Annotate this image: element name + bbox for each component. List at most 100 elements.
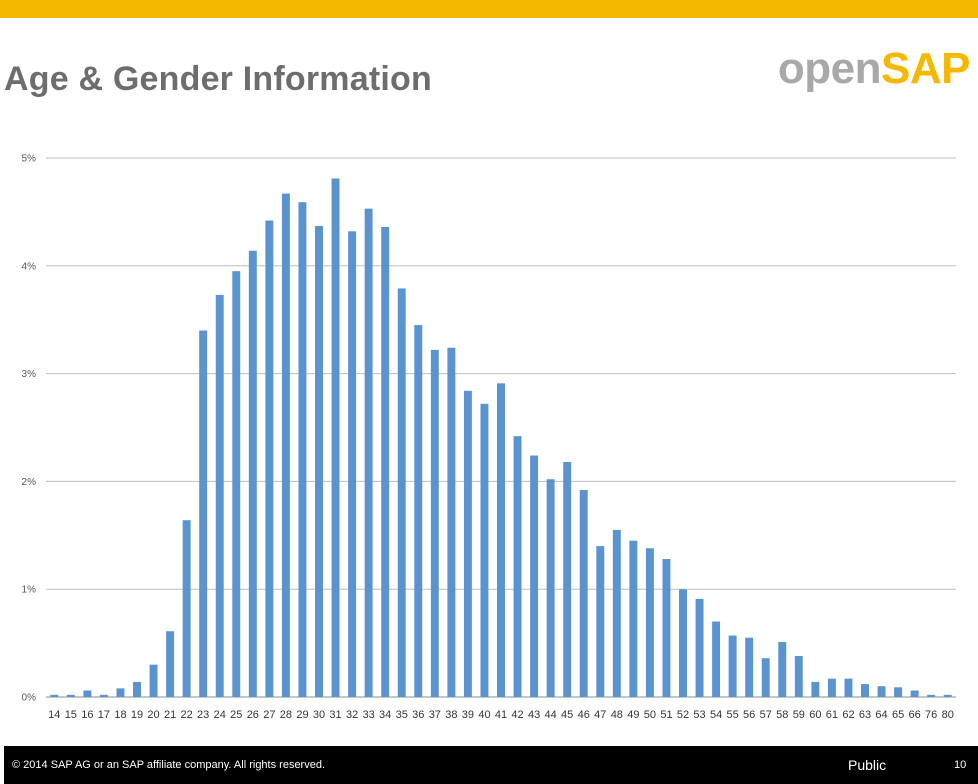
x-tick-label: 30	[313, 709, 325, 721]
x-tick-label: 49	[627, 709, 639, 721]
logo-sap-text: SAP	[881, 44, 970, 93]
bar-age-17	[99, 694, 108, 697]
x-tick-label: 53	[693, 709, 705, 721]
x-tick-label: 43	[528, 709, 540, 721]
bar-age-15	[66, 694, 75, 697]
bar-age-46	[579, 490, 588, 697]
x-tick-label: 16	[81, 709, 93, 721]
bar-age-21	[166, 631, 175, 697]
bar-age-51	[662, 559, 671, 697]
x-tick-label: 19	[131, 709, 143, 721]
x-tick-label: 31	[329, 709, 341, 721]
x-tick-label: 80	[942, 709, 954, 721]
x-tick-label: 42	[511, 709, 523, 721]
bar-age-43	[530, 455, 539, 697]
x-tick-label: 15	[65, 709, 77, 721]
bar-age-45	[563, 461, 572, 697]
bar-age-19	[133, 681, 141, 697]
bar-age-41	[497, 383, 505, 697]
bar-age-35	[397, 288, 406, 697]
y-tick-label: 4%	[22, 261, 37, 272]
x-tick-label: 64	[875, 709, 887, 721]
x-tick-label: 66	[909, 709, 921, 721]
x-tick-label: 32	[346, 709, 358, 721]
bar-age-80	[943, 694, 952, 697]
bar-age-34	[381, 226, 390, 697]
bar-age-39	[463, 390, 472, 697]
age-distribution-chart: 0% 1% 2% 3% 4% 5% 14 15 16 17 18 19 20 21 22 23 24 25 26 2…	[22, 154, 956, 721]
bar-age-37	[430, 349, 439, 697]
bar-age-23	[199, 330, 208, 697]
x-tick-label: 27	[263, 709, 275, 721]
x-tick-label: 37	[429, 709, 441, 721]
footer-bar: © 2014 SAP AG or an SAP affiliate compan…	[4, 746, 978, 784]
x-tick-label: 54	[710, 709, 722, 721]
bar-age-24	[215, 294, 224, 697]
x-tick-label: 65	[892, 709, 904, 721]
x-tick-label: 47	[594, 709, 606, 721]
logo-open-text: open	[777, 44, 882, 93]
bar-age-40	[480, 403, 489, 697]
x-tick-label: 34	[379, 709, 391, 721]
x-tick-label: 39	[462, 709, 474, 721]
opensap-logo: openSAP	[777, 44, 971, 94]
bar-age-26	[248, 250, 257, 697]
bar-age-14	[50, 694, 59, 697]
bar-age-60	[811, 681, 820, 697]
bar-age-18	[116, 688, 125, 697]
bar-age-56	[745, 637, 754, 697]
x-tick-label: 44	[545, 709, 557, 721]
slide-title: Age & Gender Information	[4, 60, 432, 98]
bar-age-76	[927, 694, 936, 697]
x-tick-label: 25	[230, 709, 242, 721]
y-tick-label: 3%	[22, 369, 37, 380]
bar-age-55	[728, 635, 737, 697]
bar-age-58	[778, 642, 787, 697]
bar-age-63	[861, 684, 869, 697]
bar-age-22	[182, 520, 191, 697]
x-tick-label: 58	[776, 709, 788, 721]
x-tick-label: 29	[296, 709, 308, 721]
x-tick-label: 41	[495, 709, 507, 721]
x-tick-label: 24	[214, 709, 226, 721]
chart-bars	[50, 178, 952, 698]
bar-age-48	[612, 529, 621, 697]
bar-age-33	[364, 208, 373, 697]
bar-age-20	[149, 664, 158, 697]
x-tick-label: 14	[48, 709, 60, 721]
x-tick-label: 21	[164, 709, 176, 721]
x-tick-label: 51	[660, 709, 672, 721]
y-tick-label: 1%	[22, 585, 37, 596]
x-tick-label: 38	[445, 709, 457, 721]
bar-age-27	[265, 220, 274, 698]
x-tick-label: 62	[842, 709, 854, 721]
x-tick-label: 28	[280, 709, 292, 721]
bar-age-36	[414, 325, 423, 697]
x-tick-label: 76	[925, 709, 937, 721]
bar-age-25	[232, 271, 241, 697]
bar-age-28	[281, 193, 290, 697]
x-tick-label: 48	[611, 709, 623, 721]
x-tick-label: 18	[114, 709, 126, 721]
bar-age-62	[844, 678, 853, 697]
bar-age-29	[298, 202, 307, 697]
x-tick-label: 52	[677, 709, 689, 721]
y-tick-label: 0%	[22, 693, 37, 704]
bar-age-31	[331, 178, 340, 697]
bar-age-59	[794, 656, 803, 697]
x-tick-label: 20	[147, 709, 159, 721]
x-tick-label: 33	[363, 709, 375, 721]
x-tick-label: 61	[826, 709, 838, 721]
x-tick-label: 57	[760, 709, 772, 721]
bar-age-38	[447, 347, 456, 697]
bar-age-49	[629, 540, 638, 697]
y-axis-ticks: 0% 1% 2% 3% 4% 5%	[22, 154, 37, 704]
x-tick-label: 63	[859, 709, 871, 721]
bar-age-53	[695, 598, 704, 697]
bar-age-16	[83, 690, 92, 697]
x-tick-label: 55	[727, 709, 739, 721]
x-tick-label: 17	[98, 709, 110, 721]
x-tick-label: 50	[644, 709, 656, 721]
x-axis-ticks: 14 15 16 17 18 19 20 21 22 23 24 25 26 27 28 29 30 31 32 33…	[48, 709, 954, 721]
x-tick-label: 45	[561, 709, 573, 721]
